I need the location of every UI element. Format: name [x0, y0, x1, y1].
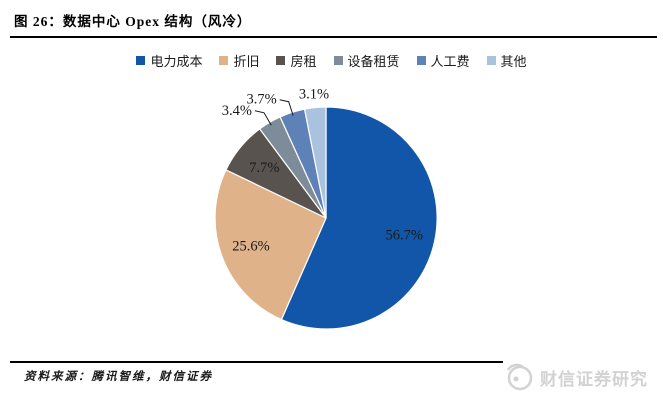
legend-item-2: 房租 [276, 51, 317, 70]
top-rule [10, 36, 657, 38]
legend-item-0: 电力成本 [136, 51, 202, 70]
legend-label: 其他 [500, 54, 527, 69]
pie-chart-svg: 56.7% 25.6% 7.7% 3.4%3.7% 3.1% [214, 87, 438, 330]
watermark-text: 财信证券研究 [540, 369, 648, 389]
legend-label: 房租 [290, 54, 317, 69]
pie-label-2: 7.7% [249, 160, 279, 176]
pie-label-1: 25.6% [232, 239, 269, 255]
legend-swatch-icon [219, 56, 229, 65]
pie-slice-5 [303, 106, 327, 219]
bottom-rule [10, 361, 503, 363]
legend-label: 电力成本 [150, 54, 203, 69]
pie-slice-0 [280, 106, 438, 330]
pie-label-leader-3 [254, 110, 272, 126]
legend: 电力成本 折旧 房租 设备租赁 人工费 其他 [0, 51, 663, 70]
pie-label-leader-4 [279, 99, 294, 116]
legend-item-5: 其他 [486, 51, 527, 70]
legend-label: 设备租赁 [347, 54, 400, 69]
source-note: 资料来源：腾讯智维，财信证券 [24, 371, 213, 383]
legend-swatch-icon [486, 56, 496, 65]
legend-swatch-icon [276, 56, 286, 65]
pie-chart: 56.7% 25.6% 7.7% 3.4% 3.7% 3.1% [0, 75, 663, 360]
legend-item-1: 折旧 [219, 51, 259, 70]
pie-label-0: 56.7% [385, 227, 422, 243]
legend-swatch-icon [416, 56, 426, 65]
legend-label: 人工费 [430, 54, 470, 69]
legend-label: 折旧 [233, 54, 260, 69]
figure-title: 图 26：数据中心 Opex 结构（风冷） [14, 14, 252, 29]
watermark-logo-icon [506, 363, 533, 391]
pie-label-5: 3.1% [299, 87, 329, 103]
legend-swatch-icon [136, 56, 146, 65]
watermark: 财信证券研究 [504, 356, 660, 398]
pie-slice-1 [214, 169, 327, 321]
pie-label-3: 3.4% [222, 103, 252, 119]
pie-label-4: 3.7% [246, 92, 276, 108]
legend-swatch-icon [333, 56, 343, 65]
legend-item-3: 设备租赁 [333, 51, 400, 70]
legend-item-4: 人工费 [416, 51, 470, 70]
